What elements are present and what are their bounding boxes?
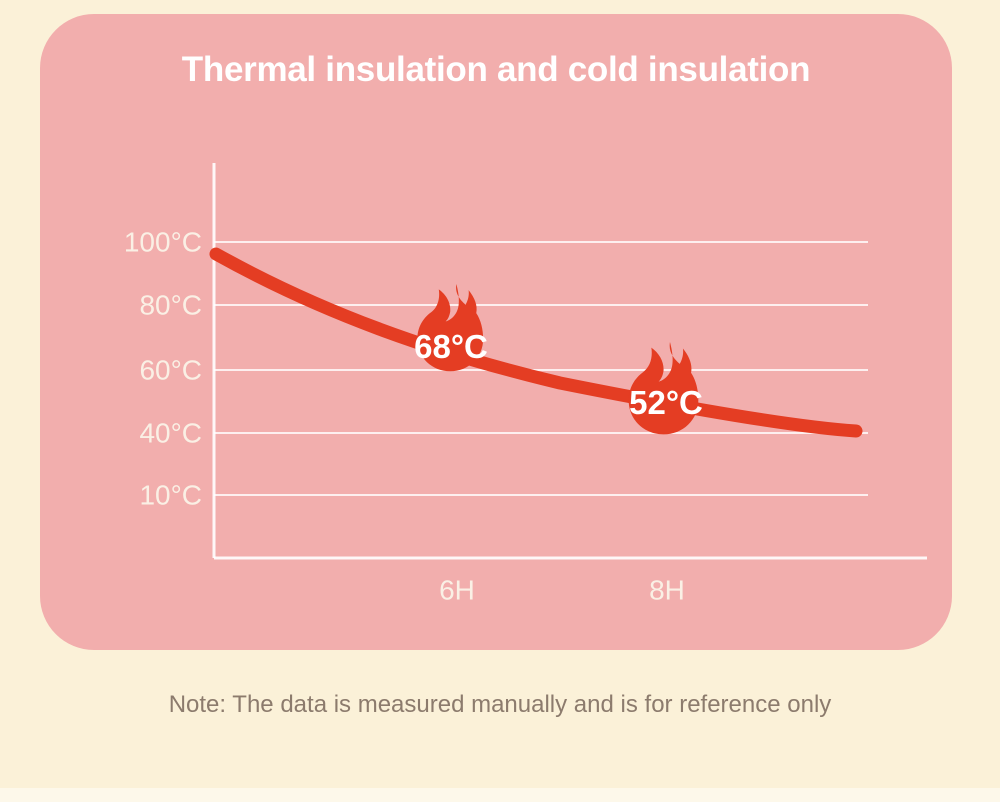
y-tick-label-80°C: 80°C — [139, 290, 202, 321]
flame-icon — [417, 284, 484, 372]
temperature-curve — [209, 247, 863, 438]
chart-title: Thermal insulation and cold insulation — [181, 50, 811, 89]
data-point-label-6H: 68°C — [414, 328, 488, 365]
y-tick-label-40°C: 40°C — [139, 418, 202, 449]
flame-icon — [628, 342, 699, 435]
data-point-label-8H: 52°C — [629, 384, 703, 421]
x-tick-label-8H: 8H — [649, 575, 685, 606]
note-text: Note: The data is measured manually and … — [168, 691, 832, 718]
x-tick-label-6H: 6H — [439, 575, 475, 606]
y-tick-label-10°C: 10°C — [139, 480, 202, 511]
bottom-strip — [0, 788, 1000, 802]
chart-card: Thermal insulation and cold insulation — [40, 14, 952, 650]
y-tick-label-100°C: 100°C — [124, 227, 202, 258]
y-tick-label-60°C: 60°C — [139, 355, 202, 386]
